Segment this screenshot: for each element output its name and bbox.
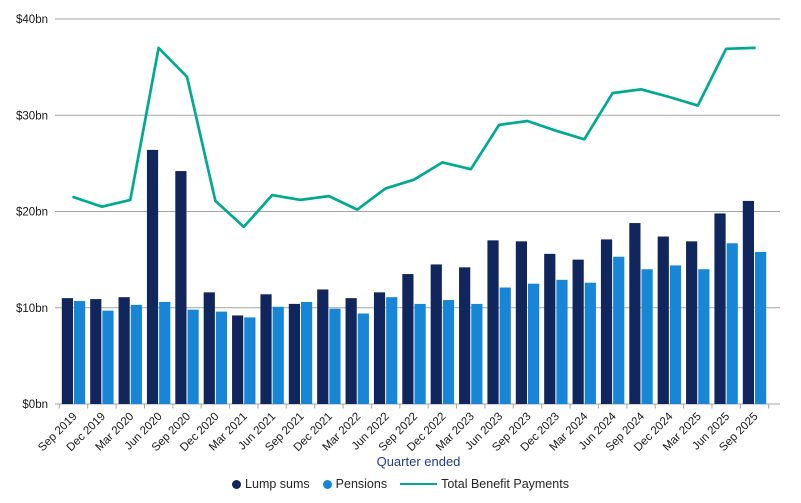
chart-legend: Lump sums Pensions Total Benefit Payment… — [0, 477, 801, 491]
total-benefit-payments-line-icon — [400, 482, 438, 486]
bar-pensions — [187, 309, 199, 404]
bar-pensions — [726, 243, 738, 404]
y-axis-tick-label: $30bn — [16, 110, 48, 122]
bar-pensions — [74, 301, 86, 404]
bar-lump-sums — [657, 236, 669, 404]
bar-pensions — [329, 308, 341, 404]
bar-lump-sums — [317, 289, 329, 404]
bar-lump-sums — [686, 241, 698, 404]
bar-pensions — [471, 303, 483, 404]
bar-pensions — [669, 265, 682, 404]
bar-pensions — [499, 287, 511, 404]
legend-item-pensions: Pensions — [322, 477, 388, 491]
bar-lump-sums — [487, 240, 499, 404]
legend-item-lump-sums: Lump sums — [232, 477, 310, 491]
bar-pensions — [215, 311, 228, 404]
bar-pensions — [357, 313, 369, 404]
bar-lump-sums — [175, 171, 187, 404]
bar-pensions — [528, 283, 540, 404]
bar-pensions — [244, 317, 256, 404]
bar-lump-sums — [544, 253, 556, 404]
bar-pensions — [130, 304, 142, 404]
bar-pensions — [159, 301, 171, 404]
bar-lump-sums — [402, 274, 414, 404]
bar-pensions — [272, 306, 284, 404]
bar-pensions — [698, 269, 710, 404]
bar-pensions — [102, 310, 114, 404]
bar-lump-sums — [90, 299, 102, 404]
bar-pensions — [556, 279, 568, 404]
bar-lump-sums — [459, 267, 471, 404]
y-axis-tick-label: $40bn — [16, 14, 48, 26]
bar-pensions — [442, 300, 455, 404]
bar-lump-sums — [629, 223, 641, 404]
bar-lump-sums — [260, 294, 272, 404]
y-axis-tick-label: $20bn — [16, 207, 48, 219]
legend-label-pensions: Pensions — [335, 477, 388, 491]
bar-lump-sums — [373, 292, 386, 404]
legend-item-total-benefit-payments: Total Benefit Payments — [400, 477, 569, 491]
bar-lump-sums — [600, 239, 613, 404]
y-axis-tick-label: $0bn — [22, 399, 48, 411]
bar-lump-sums — [232, 315, 244, 404]
x-axis-title: Quarter ended — [376, 454, 461, 469]
bar-lump-sums — [203, 292, 215, 404]
bar-pensions — [301, 301, 313, 404]
bar-pensions — [641, 269, 653, 404]
bar-lump-sums — [742, 200, 754, 404]
bar-lump-sums — [345, 298, 357, 404]
y-axis-tick-label: $10bn — [16, 303, 48, 315]
bar-lump-sums — [430, 264, 442, 404]
lump-sums-dot-icon — [232, 479, 242, 489]
bar-lump-sums — [714, 213, 726, 404]
bar-lump-sums — [146, 149, 159, 404]
pensions-dot-icon — [322, 479, 332, 489]
bar-pensions — [755, 251, 767, 404]
bar-pensions — [584, 282, 596, 404]
bar-lump-sums — [515, 241, 527, 404]
bar-pensions — [414, 303, 426, 404]
bar-pensions — [386, 297, 398, 404]
bar-lump-sums — [61, 298, 73, 404]
line-total-benefit-payments — [72, 46, 756, 229]
bar-lump-sums — [572, 259, 584, 404]
legend-label-total-benefit-payments: Total Benefit Payments — [441, 477, 569, 491]
bar-pensions — [613, 256, 625, 404]
legend-label-lump-sums: Lump sums — [245, 477, 310, 491]
bar-lump-sums — [118, 297, 130, 404]
bar-lump-sums — [288, 303, 300, 404]
